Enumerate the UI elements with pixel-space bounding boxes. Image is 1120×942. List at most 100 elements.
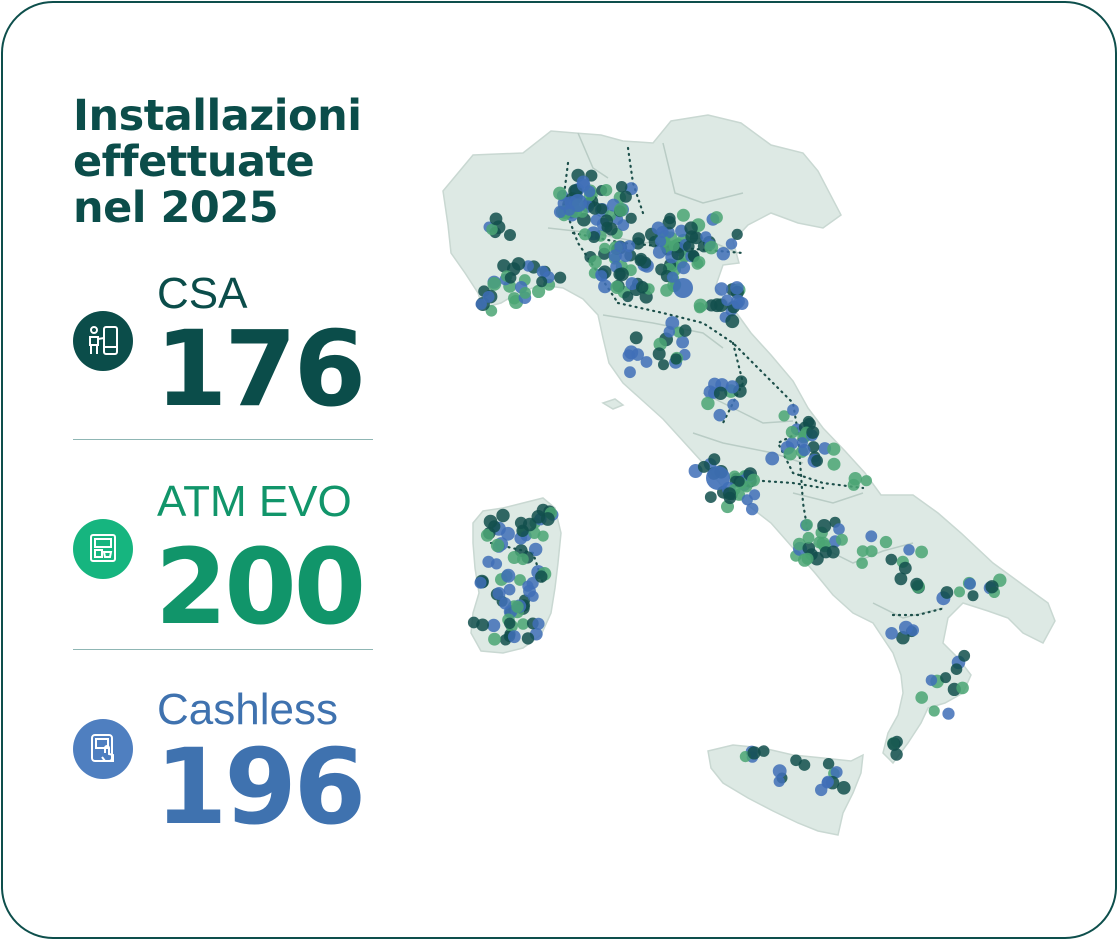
installation-dot [827, 457, 841, 471]
divider [73, 439, 373, 440]
installation-dot [604, 222, 618, 236]
installation-dot [910, 577, 924, 591]
installation-dot [474, 576, 487, 589]
installation-dot [847, 478, 860, 491]
installation-dot [535, 570, 548, 583]
installation-dot [708, 453, 721, 466]
installation-dot [640, 356, 653, 368]
installation-dot [697, 460, 710, 473]
installation-dot [733, 475, 745, 487]
stat-cashless: Cashless 196 [73, 683, 373, 853]
installation-dot [704, 240, 719, 255]
installation-dot [511, 257, 526, 271]
installation-dot [496, 508, 510, 523]
installation-dot [899, 620, 913, 635]
installation-dot [490, 538, 505, 553]
installation-dot [504, 272, 517, 284]
installation-dot [725, 380, 739, 394]
installation-dot [950, 663, 963, 675]
installation-dot [790, 754, 802, 767]
installation-dot [723, 491, 737, 505]
installation-dot [625, 277, 639, 291]
installation-dot [747, 746, 761, 760]
installation-dot [685, 230, 699, 244]
stat-csa-value: 176 [155, 308, 366, 430]
installation-dot [679, 324, 692, 337]
installation-dot [676, 208, 690, 222]
installation-dot [725, 314, 740, 329]
installation-dot [792, 537, 806, 551]
installation-dot [701, 396, 715, 411]
installation-dot [508, 292, 521, 305]
stat-atm-evo-label: ATM EVO [157, 477, 352, 526]
installation-dot [821, 776, 834, 789]
stat-cashless-value: 196 [155, 726, 366, 848]
installation-dot [663, 326, 675, 338]
stat-cashless-label: Cashless [157, 685, 338, 734]
installation-dot [887, 737, 901, 751]
installation-dot [817, 519, 832, 533]
installation-dot [915, 545, 928, 559]
installation-dot [865, 530, 878, 543]
installation-dot [475, 298, 487, 310]
installation-dot [746, 502, 759, 516]
card-title: Installazioni effettuate nel 2025 [73, 93, 393, 231]
installation-dot [802, 541, 816, 555]
installation-dot [553, 186, 567, 200]
installation-dot [598, 279, 612, 294]
installation-dot [619, 248, 633, 263]
installation-dot [501, 568, 516, 583]
installation-dot [676, 335, 689, 349]
installation-dot [655, 235, 667, 247]
installation-dot [489, 212, 503, 226]
installation-dot [554, 271, 567, 284]
installation-dot [623, 240, 636, 253]
installation-dot [885, 553, 898, 566]
installation-dot [614, 241, 626, 253]
installation-dot [735, 375, 748, 388]
installation-dot [652, 347, 666, 361]
installation-dot [532, 617, 545, 630]
installation-dot [503, 583, 516, 596]
installation-dot [958, 649, 971, 662]
installation-dot [610, 280, 624, 294]
installation-dot-large [706, 466, 730, 490]
installation-dot [529, 542, 543, 557]
installation-dot [928, 705, 940, 717]
title-line-2: effettuate [73, 137, 315, 187]
installation-dot [595, 270, 608, 282]
installation-dot [704, 491, 717, 503]
kiosk-icon [73, 311, 133, 371]
installation-dot [683, 240, 695, 253]
installation-dot-large [569, 194, 587, 212]
installation-dot [890, 748, 903, 761]
installation-dot [716, 247, 730, 261]
installation-dot [693, 256, 706, 269]
stat-atm-evo-value: 200 [155, 526, 366, 648]
installation-dot [822, 758, 835, 770]
installation-dot [608, 249, 622, 263]
installation-dot [501, 526, 515, 541]
installation-dot [622, 291, 634, 303]
installation-dot [625, 212, 637, 224]
installation-dot [827, 442, 841, 456]
installation-dot [588, 255, 602, 269]
installation-dot [507, 630, 521, 644]
installation-dot [942, 707, 955, 720]
installation-dot [811, 454, 823, 467]
installation-dot [801, 552, 814, 565]
installation-dot [504, 229, 516, 241]
installation-dot [765, 451, 780, 466]
stat-csa: CSA 176 [73, 265, 373, 435]
installation-dot [856, 545, 869, 557]
installation-dot [629, 331, 643, 345]
map-elba [601, 398, 625, 410]
installation-dot [622, 349, 635, 362]
installation-dot [617, 219, 630, 232]
installation-dot [985, 580, 999, 594]
installation-dot [624, 366, 636, 379]
installation-dot [757, 745, 770, 757]
installation-dots [467, 168, 1007, 797]
installation-dot [727, 398, 740, 411]
